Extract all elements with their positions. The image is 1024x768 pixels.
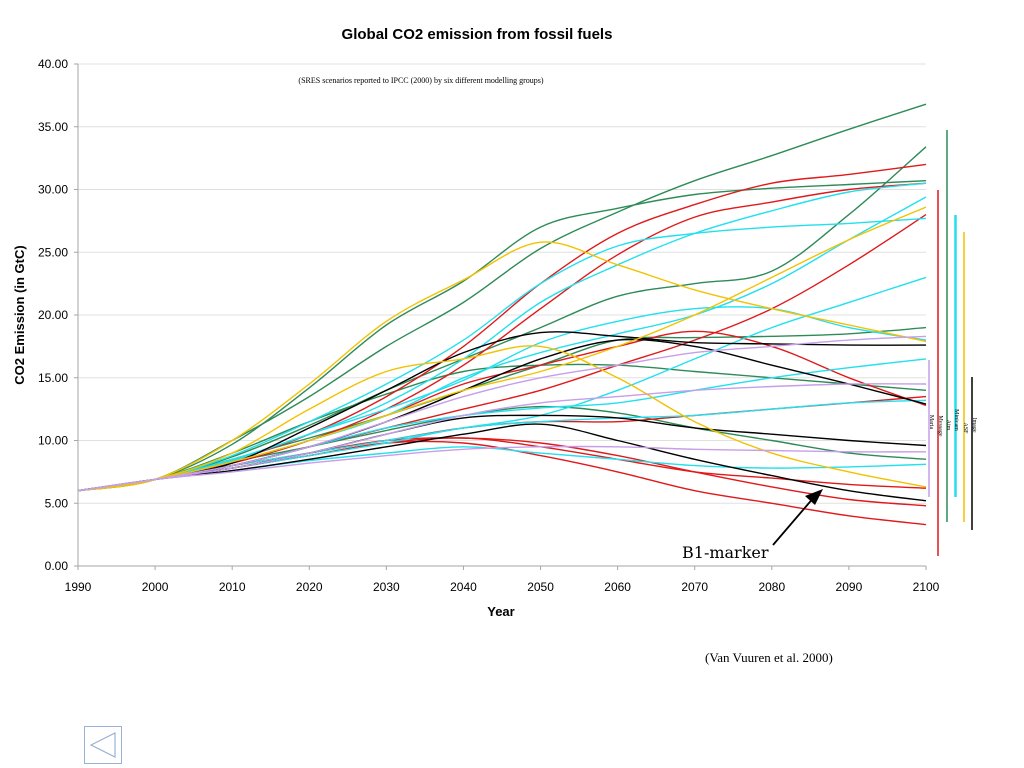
y-tick-labels: 0.00 5.00 10.00 15.00 20.00 25.00 30.00 35.00 40… <box>38 57 68 573</box>
x-tick-label: 2020 <box>296 580 323 594</box>
series-line-15 <box>77 217 927 492</box>
y-tick-label: 0.00 <box>45 559 69 573</box>
x-tick-label: 2010 <box>219 580 246 594</box>
legend-label-aim: Aim <box>945 420 951 431</box>
series-line-28 <box>77 345 927 492</box>
y-tick-label: 5.00 <box>45 496 69 510</box>
series-line-24 <box>77 414 927 492</box>
x-tick-label: 1990 <box>65 580 92 594</box>
y-tick-label: 25.00 <box>38 245 68 259</box>
series-line-32 <box>77 335 927 492</box>
x-tick-label: 2080 <box>758 580 785 594</box>
y-tick-label: 15.00 <box>38 371 68 385</box>
series-line-30 <box>77 383 927 492</box>
back-button[interactable] <box>84 726 122 764</box>
y-tick-label: 30.00 <box>38 183 68 197</box>
y-tick-label: 35.00 <box>38 120 68 134</box>
model-legend: Maria Message Aim Minicam ASF Image <box>928 130 977 556</box>
b1-marker-label: B1-marker <box>682 543 769 562</box>
x-tick-label: 2030 <box>373 580 400 594</box>
legend-label-asf: ASF <box>962 422 968 434</box>
series-line-27 <box>77 241 927 492</box>
series-line-3 <box>77 146 927 492</box>
x-axis-title: Year <box>487 604 514 619</box>
legend-label-maria: Maria <box>928 415 934 430</box>
chart-subtitle: (SRES scenarios reported to IPCC (2000) … <box>298 76 543 85</box>
legend-label-image: Image <box>971 418 977 433</box>
x-tick-label: 2040 <box>450 580 477 594</box>
gridlines <box>78 63 926 504</box>
series-line-16 <box>77 182 927 492</box>
x-tick-label: 2090 <box>836 580 863 594</box>
legend-label-minicam: Minicam <box>953 409 959 431</box>
y-tick-label: 40.00 <box>38 57 68 71</box>
x-tick-label: 2060 <box>604 580 631 594</box>
b1-marker-arrow <box>772 495 816 546</box>
b1-marker-annotation: B1-marker <box>682 489 823 562</box>
arrow-head-icon <box>805 489 823 505</box>
y-tick-label: 10.00 <box>38 434 68 448</box>
series-line-29 <box>77 206 927 492</box>
series-line-23 <box>77 331 927 492</box>
chart-title: Global CO2 emission from fossil fuels <box>342 26 613 43</box>
axes <box>74 63 927 570</box>
left-triangle-icon <box>89 732 116 758</box>
series-line-31 <box>77 445 927 492</box>
series-line-25 <box>77 423 927 502</box>
series-line-2 <box>77 180 927 492</box>
x-tick-labels: 1990 2000 2010 2020 2030 2040 2050 2060 2070 2080… <box>65 580 940 594</box>
y-tick-label: 20.00 <box>38 308 68 322</box>
series-line-1 <box>77 103 927 492</box>
x-tick-label: 2070 <box>681 580 708 594</box>
x-tick-label: 2000 <box>142 580 169 594</box>
y-axis-title: CO2 Emission (in GtC) <box>12 245 27 384</box>
x-tick-label: 2050 <box>527 580 554 594</box>
series-line-14 <box>77 440 927 526</box>
x-tick-label: 2100 <box>913 580 940 594</box>
series-lines <box>77 103 927 526</box>
citation: (Van Vuuren et al. 2000) <box>705 650 833 665</box>
legend-label-message: Message <box>937 416 943 437</box>
